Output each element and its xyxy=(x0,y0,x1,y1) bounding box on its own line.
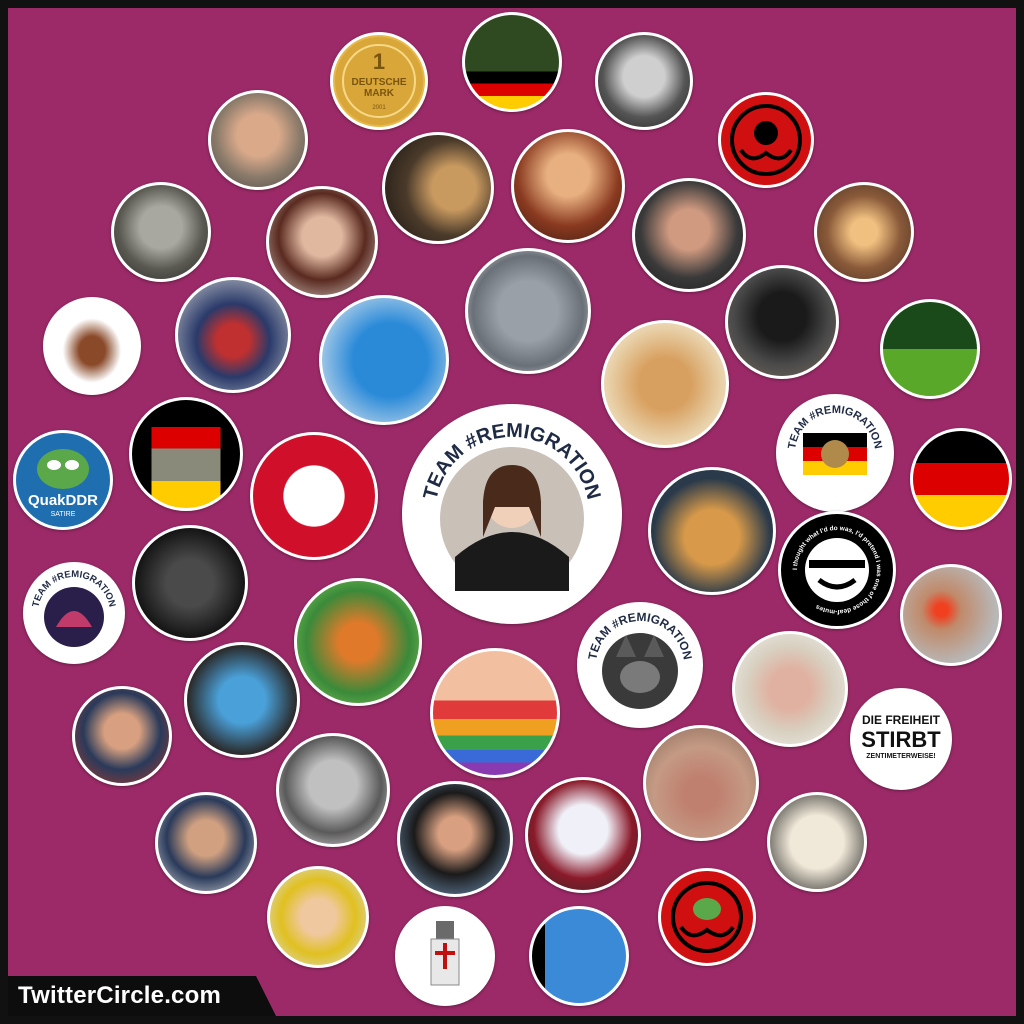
hydra-icon xyxy=(730,104,802,176)
avatar-man-cap-office[interactable] xyxy=(155,792,257,894)
avatar-goku-bamboo[interactable] xyxy=(294,578,422,706)
avatar-quakddr-pepe[interactable]: QuakDDR SATIRE xyxy=(13,430,113,530)
freiheit-line2: STIRBT xyxy=(861,727,941,752)
avatar-man-bw-photo[interactable] xyxy=(595,32,693,130)
freiheit-line3: ZENTIMETERWEISE! xyxy=(866,753,936,760)
avatar-old-man-cap[interactable] xyxy=(632,178,746,292)
coin-icon: 1 DEUTSCHE MARK 2001 xyxy=(335,37,423,125)
avatar-man-tshirt-outdoor[interactable] xyxy=(397,781,513,897)
avatar-woman-red-hair[interactable] xyxy=(266,186,378,298)
avatar-woman-rainbow-mask[interactable] xyxy=(430,648,560,778)
avatar-woman-glasses[interactable] xyxy=(208,90,308,190)
avatar-german-flag[interactable] xyxy=(910,428,1012,530)
coin-year: 2001 xyxy=(372,105,386,111)
avatar-action-hero[interactable] xyxy=(511,129,625,243)
quakddr-title: QuakDDR xyxy=(28,492,98,509)
avatar-grinning-face[interactable] xyxy=(767,792,867,892)
avatar-center-remigration[interactable]: TEAM #REMIGRATION xyxy=(402,404,622,624)
avatar-garden-flag[interactable] xyxy=(129,397,243,511)
avatar-cartoon-blue-mascot[interactable] xyxy=(319,295,449,425)
avatar-laughing-man[interactable]: I thought what I'd do was, I'd pretend I… xyxy=(778,511,896,629)
avatar-anime-boy-flag[interactable] xyxy=(529,906,629,1006)
brand-label: TwitterCircle.com xyxy=(18,982,222,1009)
avatar-man-glowing-eyes[interactable] xyxy=(900,564,1002,666)
avatar-lioness-cubs[interactable] xyxy=(601,320,729,448)
avatar-man-with-cat[interactable] xyxy=(382,132,494,244)
avatar-comic-blonde-man[interactable] xyxy=(267,866,369,968)
coin-value: 1 xyxy=(373,49,385,74)
avatar-smurf-grass[interactable] xyxy=(880,299,980,399)
avatar-freiheit-stirbt[interactable]: DIE FREIHEIT STIRBT ZENTIMETERWEISE! xyxy=(850,688,952,790)
laughing-man-icon: I thought what I'd do was, I'd pretend I… xyxy=(792,525,882,615)
hydra-pepe-icon xyxy=(671,881,743,953)
eagle-icon: TEAM #REMIGRATION xyxy=(31,569,118,647)
avatar-anime-boy-white-hair[interactable] xyxy=(525,777,641,893)
quakddr-subtitle: SATIRE xyxy=(51,511,76,518)
ring-flag-icon: TEAM #REMIGRATION xyxy=(786,404,884,475)
pepe-frog-icon: QuakDDR SATIRE xyxy=(28,449,98,518)
circle-canvas: 1 DEUTSCHE MARK 2001 xyxy=(8,8,1016,1016)
avatar-long-hair-man[interactable] xyxy=(732,631,848,747)
avatar-candles[interactable] xyxy=(814,182,914,282)
avatar-hydra-pepe[interactable] xyxy=(658,868,756,966)
avatar-templar-knight[interactable] xyxy=(395,906,495,1006)
avatar-man-red-background[interactable] xyxy=(72,686,172,786)
knight-icon xyxy=(430,921,460,986)
twittercircle-branding: TwitterCircle.com xyxy=(8,976,276,1016)
avatar-motorcycle[interactable] xyxy=(175,277,291,393)
avatar-smiling-man-bw[interactable] xyxy=(276,733,390,847)
avatar-fc-bayern-jersey[interactable] xyxy=(250,432,378,560)
freiheit-line1: DIE FREIHEIT xyxy=(861,713,940,727)
avatar-gollum[interactable] xyxy=(111,182,211,282)
coin-line3: MARK xyxy=(364,88,395,99)
avatar-hydra-red[interactable] xyxy=(718,92,814,188)
avatar-rat-party-hat[interactable] xyxy=(132,525,248,641)
avatar-smurf-glasses[interactable] xyxy=(184,642,300,758)
remigration-ring: TEAM #REMIGRATION xyxy=(408,410,616,618)
avatar-darth-vader[interactable] xyxy=(725,265,839,379)
avatar-pirate-figure[interactable] xyxy=(43,297,141,395)
avatar-deutsche-mark-coin[interactable]: 1 DEUTSCHE MARK 2001 xyxy=(330,32,428,130)
wolf-icon: TEAM #REMIGRATION xyxy=(585,610,695,709)
coin-line2: DEUTSCHE xyxy=(351,77,406,88)
avatar-remigration-wolf[interactable]: TEAM #REMIGRATION xyxy=(577,602,703,728)
avatar-remigration-ring-flag[interactable]: TEAM #REMIGRATION xyxy=(776,394,894,512)
avatar-remigration-eagle[interactable]: TEAM #REMIGRATION xyxy=(23,562,125,664)
avatar-gray-cat[interactable] xyxy=(465,248,591,374)
avatar-woman-lips[interactable] xyxy=(643,725,759,841)
avatar-forest-flag[interactable] xyxy=(462,12,562,112)
avatar-ocelot-sombrero[interactable] xyxy=(648,467,776,595)
